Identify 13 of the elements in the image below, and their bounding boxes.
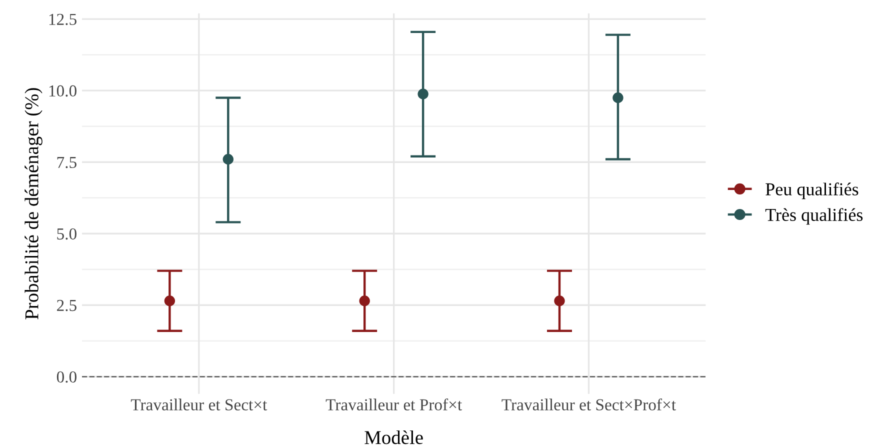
- x-axis-title: Modèle: [364, 430, 423, 444]
- y-tick-label: 7.5: [57, 156, 76, 168]
- x-tick-label: Travailleur et Sect×t: [130, 398, 268, 410]
- y-axis-title: Probabilité de déménager (%): [24, 88, 42, 320]
- y-tick-label: 2.5: [57, 300, 76, 312]
- y-tick-label: 0.0: [56, 371, 76, 383]
- legend-label: Très qualifiés: [765, 208, 863, 225]
- x-tick-label: Travailleur et Prof×t: [326, 398, 462, 410]
- legend-label: Peu qualifiés: [766, 182, 858, 200]
- y-tick-label: 12.5: [49, 14, 76, 26]
- y-tick-label: 10.0: [49, 85, 76, 97]
- y-tick-label: 5.0: [57, 228, 76, 240]
- x-tick-label: Travailleur et Sect×Prof×t: [502, 398, 676, 410]
